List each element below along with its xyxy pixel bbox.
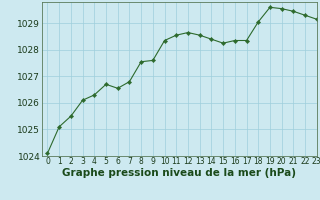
X-axis label: Graphe pression niveau de la mer (hPa): Graphe pression niveau de la mer (hPa)	[62, 168, 296, 178]
